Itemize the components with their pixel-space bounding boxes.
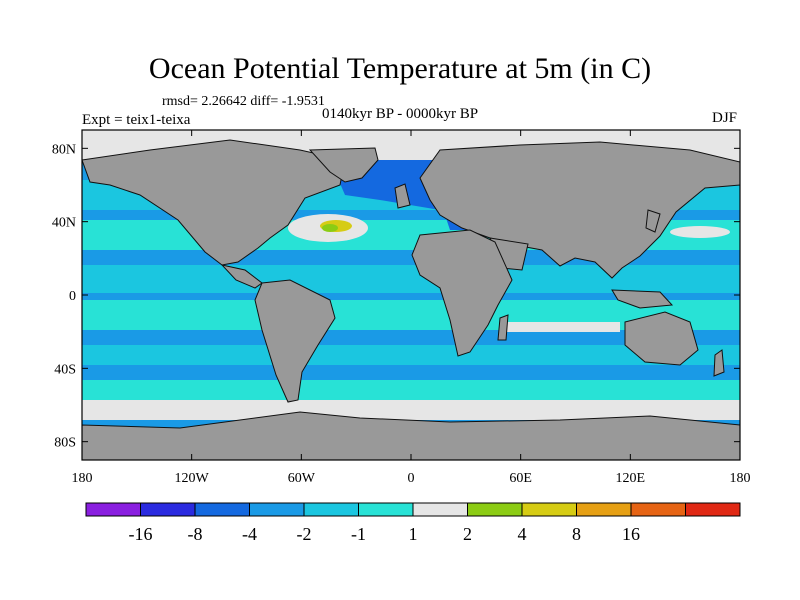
greenland [308, 147, 379, 183]
colorbar-swatch [249, 502, 305, 517]
ocean-band [82, 380, 740, 400]
warm-anomaly [322, 224, 338, 232]
indian-ocean-anomaly [500, 322, 620, 332]
latitude-tick-label: 80N [52, 142, 76, 157]
colorbar-swatch [467, 502, 523, 517]
colorbar-swatch [521, 502, 577, 517]
antarctica [82, 411, 740, 460]
north-pacific-anomaly [670, 226, 730, 238]
colorbar-label: 2 [463, 524, 472, 544]
colorbar-swatch [358, 502, 414, 517]
colorbar-swatch [576, 502, 632, 517]
south-america [254, 279, 336, 403]
season-label: DJF [712, 110, 738, 126]
longitude-tick-label: 180 [730, 471, 751, 486]
colorbar-label: 4 [518, 524, 527, 544]
colorbar: -16 -8 -4 -2 -1 1 2 4 8 16 [85, 502, 741, 544]
latitude-tick-label: 0 [69, 289, 76, 304]
colorbar-swatch [140, 502, 196, 517]
longitude-tick-label: 120W [175, 471, 210, 486]
longitude-tick-label: 60W [288, 471, 316, 486]
colorbar-label: -2 [297, 524, 312, 544]
maritime-continent [611, 289, 674, 309]
colorbar-swatch [630, 502, 686, 517]
longitude-tick-label: 0 [408, 471, 415, 486]
north-america [82, 139, 346, 266]
map-field [82, 130, 740, 460]
colorbar-swatch [194, 502, 250, 517]
longitude-tick-label: 180 [72, 471, 93, 486]
colorbar-swatch [303, 502, 359, 517]
latitude-tick-label: 80S [54, 436, 76, 451]
latitude-axis: 80N 40N 0 40S 80S [52, 142, 740, 451]
longitude-tick-label: 120E [616, 471, 646, 486]
experiment-label: Expt = teix1-teixa [82, 112, 191, 128]
latitude-tick-label: 40S [54, 362, 76, 377]
colorbar-label: 16 [622, 524, 640, 544]
ocean-band [82, 265, 740, 293]
colorbar-swatch [412, 502, 468, 517]
uk [394, 183, 411, 209]
longitude-axis: 180 120W 60W 0 60E 120E 180 [72, 130, 751, 486]
colorbar-label: 1 [409, 524, 418, 544]
colorbar-label: -8 [188, 524, 203, 544]
madagascar [497, 314, 509, 341]
colorbar-label: -4 [242, 524, 257, 544]
landmasses [82, 139, 740, 460]
australia [624, 311, 699, 366]
southern-neutral-region [82, 400, 740, 420]
statistics-label: rmsd= 2.26642 diff= -1.9531 [162, 94, 325, 109]
map-title: Ocean Potential Temperature at 5m (in C) [148, 52, 652, 85]
colorbar-swatch [85, 502, 141, 517]
colorbar-label: 8 [572, 524, 581, 544]
colorbar-swatch [685, 502, 741, 517]
longitude-tick-label: 60E [509, 471, 532, 486]
central-america [220, 264, 263, 289]
colorbar-label: -1 [351, 524, 366, 544]
japan [645, 209, 661, 233]
period-label: 0140kyr BP - 0000kyr BP [322, 106, 479, 122]
africa [411, 229, 513, 357]
ocean-band [82, 345, 740, 365]
colorbar-label: -16 [129, 524, 153, 544]
new-zealand [713, 349, 725, 377]
latitude-tick-label: 40N [52, 216, 76, 231]
